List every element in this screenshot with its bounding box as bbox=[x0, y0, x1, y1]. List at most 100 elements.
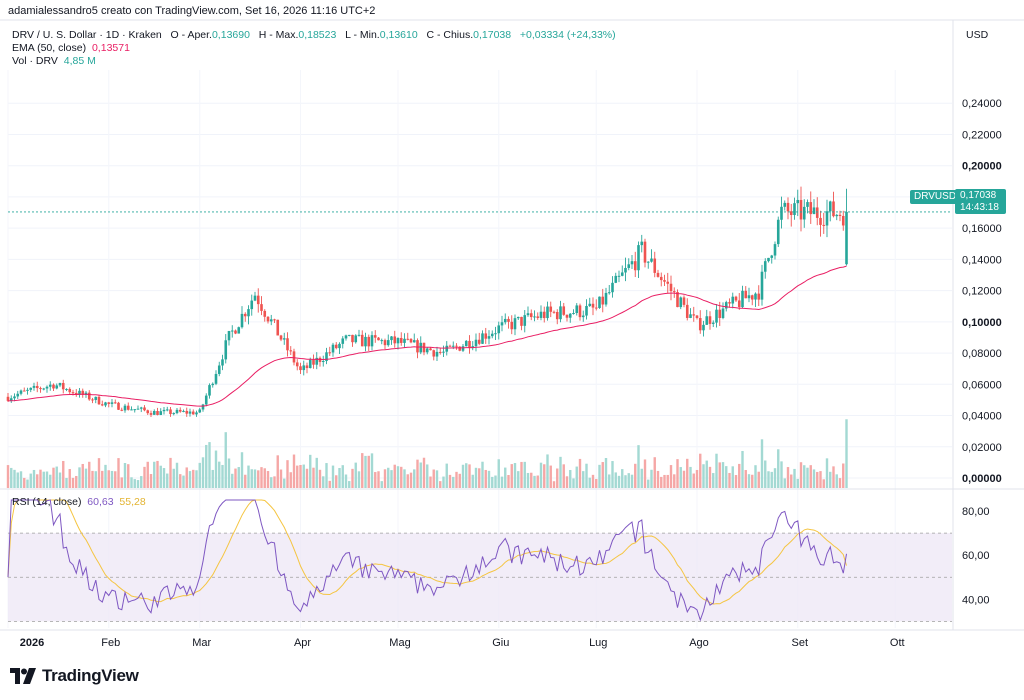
candle-body bbox=[731, 296, 735, 304]
volume-bar bbox=[49, 474, 52, 488]
volume-bar bbox=[260, 467, 263, 488]
candle-body bbox=[39, 388, 42, 390]
candle-body bbox=[737, 300, 741, 308]
volume-bar bbox=[416, 459, 419, 488]
candle-body bbox=[838, 214, 842, 217]
volume-bar bbox=[738, 463, 741, 488]
candle-body bbox=[351, 334, 354, 343]
volume-bar bbox=[130, 477, 133, 488]
candle-body bbox=[711, 322, 715, 324]
volume-bar bbox=[640, 468, 643, 488]
volume-bar bbox=[458, 473, 461, 488]
candle-body bbox=[487, 336, 491, 339]
volume-bar bbox=[630, 474, 634, 488]
volume-bar bbox=[500, 476, 504, 488]
time-tick-label: Feb bbox=[101, 637, 120, 649]
volume-bar bbox=[110, 470, 114, 488]
volume-bar bbox=[156, 460, 159, 488]
volume-value: 4,85 M bbox=[63, 55, 96, 67]
candle-body bbox=[42, 388, 46, 390]
volume-bar bbox=[676, 459, 679, 488]
candle-body bbox=[591, 303, 595, 308]
candle-body bbox=[451, 345, 455, 347]
candle-body bbox=[373, 335, 377, 338]
volume-bar bbox=[153, 461, 156, 488]
candle-body bbox=[728, 302, 731, 304]
candle-body bbox=[815, 207, 819, 218]
candle-body bbox=[240, 313, 244, 328]
volume-bar bbox=[400, 466, 403, 488]
volume-bar bbox=[279, 469, 283, 488]
candle-body bbox=[406, 338, 410, 340]
candle-body bbox=[130, 409, 133, 411]
volume-bar bbox=[575, 466, 578, 488]
rsi-ma-line bbox=[7, 499, 847, 605]
candle-body bbox=[318, 357, 322, 362]
candle-body bbox=[84, 392, 88, 395]
volume-bar bbox=[530, 472, 533, 488]
volume-bar bbox=[380, 481, 383, 488]
volume-bar bbox=[673, 474, 676, 488]
candle-body bbox=[331, 344, 335, 353]
candle-body bbox=[744, 290, 748, 299]
candle-body bbox=[227, 331, 231, 341]
candle-body bbox=[533, 316, 536, 318]
candle-body bbox=[383, 340, 387, 346]
candle-body bbox=[279, 335, 283, 340]
volume-bar bbox=[822, 479, 825, 488]
volume-bar bbox=[13, 469, 16, 488]
candle-body bbox=[832, 201, 835, 217]
price-tick-label: 0,16000 bbox=[962, 223, 1002, 235]
volume-bar bbox=[790, 474, 793, 488]
tradingview-logo[interactable]: TradingView bbox=[10, 666, 139, 686]
time-tick-label: Lug bbox=[589, 637, 607, 649]
candle-body bbox=[653, 258, 657, 273]
candle-body bbox=[734, 296, 738, 301]
volume-bar bbox=[107, 470, 110, 488]
price-tick-label: 0,10000 bbox=[962, 317, 1002, 329]
candle-body bbox=[425, 348, 429, 353]
candle-body bbox=[572, 313, 575, 315]
volume-bar bbox=[510, 464, 513, 488]
volume-bar bbox=[478, 468, 481, 488]
candle-body bbox=[763, 261, 767, 272]
candle-body bbox=[224, 340, 228, 360]
candle-body bbox=[321, 361, 325, 363]
candle-body bbox=[110, 402, 114, 404]
low-value: 0,13610 bbox=[379, 29, 418, 41]
open-value: 0,13690 bbox=[211, 29, 250, 41]
volume-bar bbox=[101, 470, 104, 488]
volume-bar bbox=[825, 458, 829, 488]
volume-bar bbox=[23, 477, 26, 488]
volume-bar bbox=[845, 419, 848, 488]
volume-bar bbox=[838, 478, 842, 488]
volume-bar bbox=[88, 461, 91, 488]
candle-body bbox=[516, 316, 520, 319]
volume-bar bbox=[32, 469, 36, 488]
volume-bar bbox=[78, 467, 81, 488]
candle-body bbox=[529, 313, 533, 318]
candle-body bbox=[461, 346, 465, 351]
rsi-ma-value: 55,28 bbox=[119, 496, 146, 508]
candle-body bbox=[659, 276, 663, 281]
price-tick-label: 0,22000 bbox=[962, 129, 1002, 141]
volume-bar bbox=[117, 458, 120, 488]
volume-bar bbox=[725, 466, 728, 488]
candle-body bbox=[614, 275, 618, 283]
volume-bar bbox=[465, 463, 468, 488]
rsi-value: 60,63 bbox=[87, 496, 114, 508]
volume-bar bbox=[656, 470, 660, 488]
volume-bar bbox=[52, 467, 55, 488]
candle-body bbox=[354, 335, 358, 343]
candle-body bbox=[247, 309, 250, 317]
candle-body bbox=[22, 390, 26, 392]
volume-bar bbox=[364, 455, 367, 488]
volume-bar bbox=[328, 480, 331, 488]
volume-bar bbox=[172, 468, 175, 488]
candle-body bbox=[126, 405, 130, 410]
volume-bar bbox=[494, 475, 497, 488]
candle-body bbox=[513, 318, 517, 330]
volume-bar bbox=[481, 461, 484, 488]
candle-body bbox=[377, 337, 380, 341]
